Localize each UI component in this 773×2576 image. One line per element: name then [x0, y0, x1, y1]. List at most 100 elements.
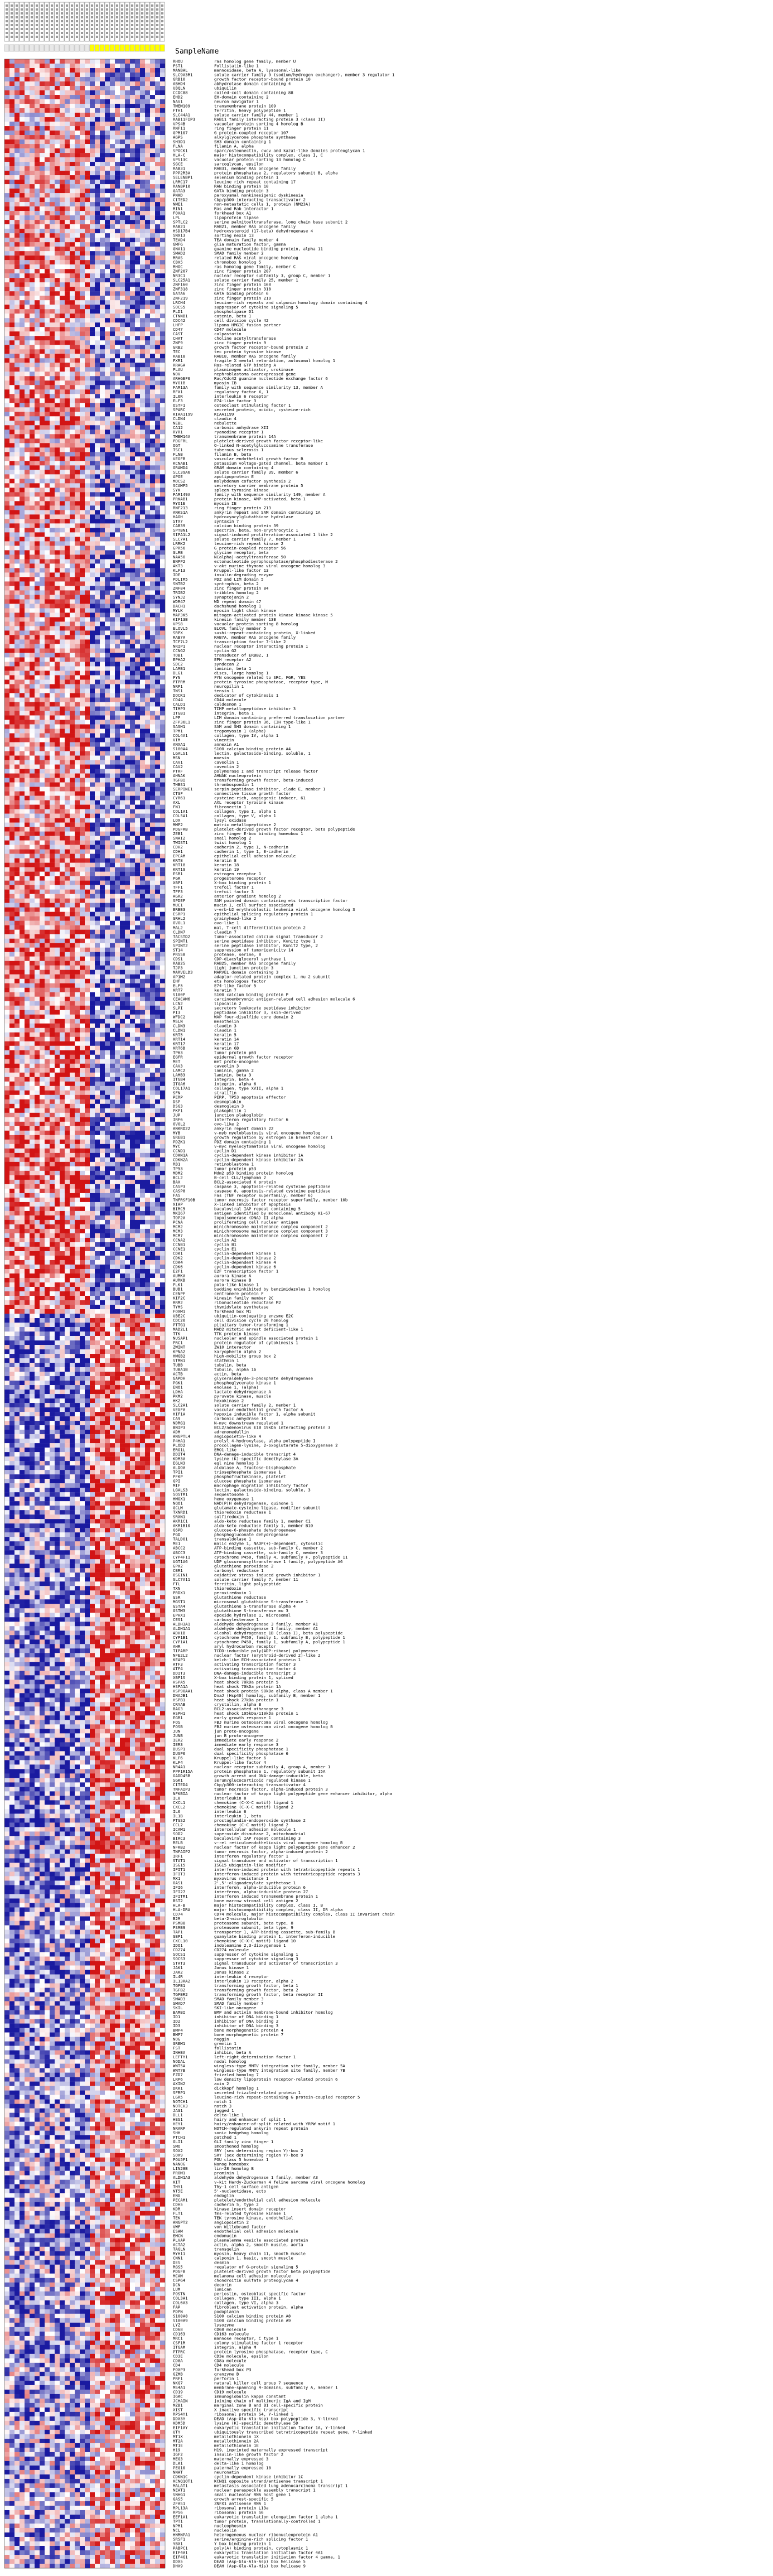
heatmap-cell [4, 305, 9, 309]
heatmap-cell [15, 220, 20, 224]
heatmap-cell [100, 621, 105, 626]
heatmap-cell [50, 639, 55, 644]
heatmap-cell [155, 260, 160, 264]
heatmap-cell [35, 483, 40, 488]
heatmap-cell [80, 465, 85, 470]
heatmap-cell [9, 488, 15, 492]
heatmap-cell [160, 363, 165, 367]
heatmap-cell [105, 322, 110, 327]
heatmap-cell [155, 532, 160, 537]
heatmap-cell [70, 438, 75, 443]
heatmap-cell [155, 59, 160, 64]
column-header-glyph [81, 8, 83, 11]
column-header-glyph [86, 12, 88, 15]
heatmap-cell [35, 331, 40, 336]
heatmap-cell [75, 64, 80, 68]
heatmap-cell [75, 572, 80, 577]
column-header-glyph [26, 12, 28, 15]
heatmap-cell [145, 626, 150, 630]
heatmap-cell [9, 430, 15, 434]
heatmap-cell [25, 479, 30, 483]
column-header-glyph [146, 16, 148, 18]
heatmap-cell [115, 505, 120, 510]
heatmap-cell [25, 358, 30, 363]
heatmap-cell [160, 523, 165, 528]
heatmap-cell [125, 171, 130, 175]
heatmap-cell [100, 313, 105, 318]
heatmap-cell [140, 309, 145, 313]
heatmap-cell [150, 131, 155, 135]
heatmap-cell [135, 452, 140, 456]
column-header-glyph [106, 32, 108, 34]
heatmap-cell [50, 148, 55, 153]
heatmap-cell [120, 510, 125, 514]
heatmap-cell [45, 430, 50, 434]
heatmap-cell [90, 385, 95, 389]
heatmap-cell [160, 385, 165, 389]
heatmap-cell [50, 559, 55, 563]
heatmap-cell [70, 412, 75, 416]
heatmap-cell [75, 264, 80, 269]
heatmap-cell [95, 269, 100, 273]
heatmap-cell [60, 296, 65, 300]
heatmap-cell [45, 238, 50, 242]
heatmap-cell [135, 621, 140, 626]
heatmap-cell [140, 184, 145, 189]
heatmap-cell [145, 412, 150, 416]
heatmap-cell [9, 407, 15, 412]
heatmap-cell [140, 260, 145, 264]
heatmap-cell [50, 197, 55, 202]
heatmap-cell [80, 309, 85, 313]
heatmap-cell [40, 300, 45, 305]
heatmap-cell [35, 554, 40, 559]
heatmap-cell [50, 554, 55, 559]
heatmap-cell [120, 90, 125, 95]
heatmap-cell [110, 474, 115, 479]
heatmap-cell [120, 278, 125, 282]
heatmap-cell [60, 233, 65, 238]
heatmap-cell [130, 251, 135, 255]
heatmap-cell [85, 372, 90, 376]
heatmap-cell [100, 385, 105, 389]
heatmap-cell [140, 577, 145, 581]
heatmap-cell [55, 398, 60, 403]
heatmap-cell [45, 81, 50, 86]
heatmap-cell [90, 416, 95, 421]
heatmap-cell [20, 617, 25, 621]
heatmap-cell [115, 590, 120, 595]
heatmap-cell [75, 604, 80, 608]
heatmap-cell [125, 278, 130, 282]
heatmap-cell [145, 273, 150, 278]
heatmap-cell [70, 644, 75, 648]
heatmap-cell [30, 220, 35, 224]
heatmap-cell [120, 479, 125, 483]
heatmap-cell [80, 358, 85, 363]
heatmap-cell [50, 126, 55, 131]
heatmap-cell [9, 581, 15, 586]
column-header-glyph [71, 16, 73, 18]
heatmap-cell [130, 269, 135, 273]
heatmap-cell [9, 318, 15, 322]
heatmap-cell [105, 492, 110, 496]
heatmap-cell [45, 211, 50, 215]
heatmap-cell [150, 113, 155, 117]
heatmap-cell [70, 398, 75, 403]
heatmap-cell [25, 608, 30, 612]
heatmap-cell [90, 421, 95, 425]
heatmap-cell [40, 242, 45, 247]
heatmap-cell [35, 568, 40, 572]
heatmap-cell [65, 64, 70, 68]
heatmap-cell [65, 122, 70, 126]
heatmap-cell [130, 73, 135, 77]
heatmap-cell [75, 113, 80, 117]
heatmap-cell [4, 108, 9, 113]
heatmap-cell [135, 421, 140, 425]
heatmap-cell [130, 554, 135, 559]
heatmap-cell [140, 99, 145, 104]
heatmap-cell [30, 470, 35, 474]
heatmap-cell [90, 644, 95, 648]
heatmap-cell [20, 621, 25, 626]
heatmap-cell [95, 202, 100, 206]
heatmap-cell [9, 514, 15, 519]
heatmap-cell [120, 380, 125, 385]
